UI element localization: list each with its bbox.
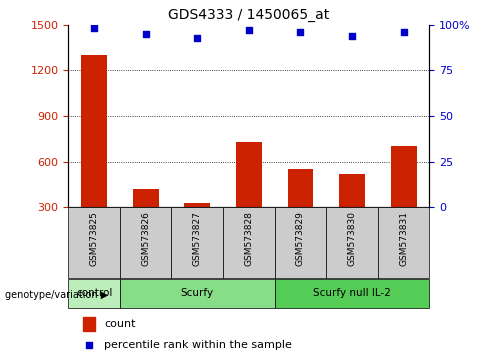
Text: GSM573827: GSM573827 xyxy=(193,211,202,266)
Point xyxy=(400,29,407,35)
Title: GDS4333 / 1450065_at: GDS4333 / 1450065_at xyxy=(168,8,329,22)
Bar xyxy=(120,207,171,278)
Text: control: control xyxy=(76,288,112,298)
Bar xyxy=(339,174,365,253)
Bar xyxy=(184,202,210,253)
Point xyxy=(85,342,93,348)
Bar xyxy=(83,317,96,331)
Point xyxy=(142,31,150,37)
Bar xyxy=(133,189,159,253)
Point xyxy=(297,29,305,35)
Bar xyxy=(275,207,326,278)
Text: GSM573826: GSM573826 xyxy=(141,211,150,266)
Bar xyxy=(68,280,120,308)
Text: genotype/variation ▶: genotype/variation ▶ xyxy=(5,290,108,299)
Text: Scurfy null IL-2: Scurfy null IL-2 xyxy=(313,288,391,298)
Text: GSM573830: GSM573830 xyxy=(347,211,357,266)
Text: Scurfy: Scurfy xyxy=(181,288,214,298)
Text: GSM573825: GSM573825 xyxy=(90,211,99,266)
Point xyxy=(348,33,356,39)
Text: percentile rank within the sample: percentile rank within the sample xyxy=(104,339,292,350)
Point xyxy=(245,27,253,33)
Bar xyxy=(378,207,429,278)
Text: GSM573828: GSM573828 xyxy=(244,211,253,266)
Bar xyxy=(120,280,275,308)
Bar xyxy=(391,146,417,253)
Text: GSM573831: GSM573831 xyxy=(399,211,408,266)
Bar xyxy=(68,207,120,278)
Text: count: count xyxy=(104,319,136,329)
Bar xyxy=(275,280,429,308)
Bar xyxy=(287,169,313,253)
Point xyxy=(193,35,201,40)
Point xyxy=(90,25,98,31)
Bar xyxy=(236,142,262,253)
Bar xyxy=(223,207,275,278)
Text: GSM573829: GSM573829 xyxy=(296,211,305,266)
Bar xyxy=(171,207,223,278)
Bar xyxy=(326,207,378,278)
Bar xyxy=(81,55,107,253)
